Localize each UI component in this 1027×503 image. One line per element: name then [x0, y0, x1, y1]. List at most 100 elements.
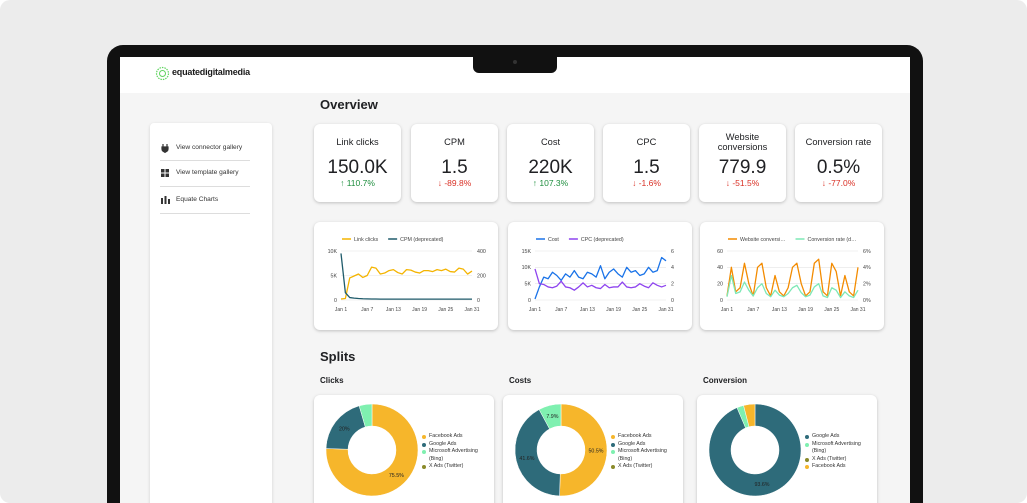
x-tick-label: Jan 25 [438, 307, 453, 313]
legend-label: CPC (deprecated) [581, 237, 624, 243]
y2-tick-label: 6% [863, 249, 871, 255]
kpi-value: 1.5 [441, 157, 468, 178]
y2-tick-label: 200 [477, 273, 486, 279]
y-tick-label: 0 [334, 298, 337, 304]
x-tick-label: Jan 31 [658, 307, 673, 313]
plug-icon [161, 144, 169, 153]
legend-dot [422, 435, 426, 439]
legend: Google Ads Microsoft Advertising (Bing) X … [805, 433, 871, 471]
line-chart: 0 20 40 60 0% 2% 4% 6% Jan 1 Jan 7 Jan 13 Jan 19 Jan… [717, 237, 871, 313]
divider [160, 186, 250, 187]
legend-dot [611, 442, 615, 447]
donut-chart: 50.5% 41.6% 7.9% [514, 403, 608, 497]
y-tick-label: 60 [717, 249, 723, 255]
line-chart-card: 0 20 40 60 0% 2% 4% 6% Jan 1 Jan 7 Jan 13 Jan 19 Jan… [700, 222, 884, 330]
slice-label: 20% [339, 426, 350, 432]
legend-dot [611, 450, 615, 455]
legend-label: Link clicks [354, 237, 378, 243]
kpi-card: Cost 220K ↑ 107.3% [507, 124, 594, 202]
y-tick-label: 40 [717, 265, 723, 271]
x-tick-label: Jan 25 [632, 307, 647, 313]
x-tick-label: Jan 19 [798, 307, 813, 313]
legend-label: X Ads (Twitter) [812, 455, 847, 462]
kpi-change: ↑ 110.7% [340, 178, 375, 188]
line-chart-card: 0 5K 10K 0 200 400 Jan 1 Jan 7 Jan 13 Jan 19 Jan 2… [314, 222, 498, 330]
legend-label: Google Ads [812, 433, 840, 439]
legend-label: Facebook Ads [618, 433, 652, 439]
legend-dot [805, 435, 809, 439]
line-chart: 0 5K 10K 15K 0 2 4 6 Jan 1 Jan 7 Jan 13 Jan 19 Jan 2… [522, 237, 674, 313]
y-tick-label: 20 [717, 281, 723, 287]
x-tick-label: Jan 19 [606, 307, 621, 313]
kpi-label: CPC [636, 137, 657, 147]
x-tick-label: Jan 1 [529, 307, 541, 313]
sidebar-item[interactable]: View connector gallery [176, 144, 243, 151]
legend-label: Microsoft Advertising (Bing) [429, 448, 478, 462]
x-tick-label: Jan 19 [412, 307, 427, 313]
kpi-card: Conversion rate 0.5% ↓ -77.0% [795, 124, 882, 202]
y-tick-label: 0 [528, 298, 531, 304]
donut-slice [538, 403, 562, 430]
x-tick-label: Jan 1 [335, 307, 347, 313]
legend: Facebook Ads Google Ads Microsoft Advertis… [422, 433, 488, 471]
series-line [726, 274, 859, 299]
y2-tick-label: 4 [671, 265, 674, 271]
line-chart: 0 5K 10K 0 200 400 Jan 1 Jan 7 Jan 13 Jan 19 Jan 2… [328, 237, 486, 313]
donut-slice [743, 403, 756, 428]
sidebar [150, 123, 272, 503]
x-tick-label: Jan 7 [361, 307, 373, 313]
section-title: Splits [320, 349, 356, 364]
kpi-change: ↓ -1.6% [632, 178, 661, 188]
legend-item: Google Ads [805, 433, 871, 441]
kpi-label: Website conversions [717, 132, 768, 152]
pie-chart-card: 93.6% Google Ads Microsoft Advertising (Bi… [697, 395, 877, 503]
kpi-card: CPC 1.5 ↓ -1.6% [603, 124, 690, 202]
legend-dot [611, 435, 615, 439]
kpi-value: 1.5 [633, 157, 660, 178]
divider [160, 213, 250, 214]
series-line [340, 266, 473, 300]
x-tick-label: Jan 13 [580, 307, 595, 313]
kpi-change: ↑ 107.3% [532, 178, 569, 188]
legend-item: Microsoft Advertising (Bing) [611, 448, 677, 463]
legend-label: Website conversi… [740, 237, 786, 243]
y-tick-label: 10K [328, 249, 338, 255]
sidebar-item[interactable]: Equate Charts [176, 196, 219, 203]
logo-text: equatedigitalmedia [172, 67, 250, 77]
legend-dot [422, 450, 426, 455]
sidebar-item[interactable]: View template gallery [176, 169, 239, 176]
legend-item: Google Ads [611, 441, 677, 449]
legend-label: X Ads (Twitter) [618, 463, 653, 470]
chart-icon [161, 196, 170, 204]
x-tick-label: Jan 31 [850, 307, 865, 313]
legend-label: Conversion rate (d… [808, 237, 857, 243]
divider [160, 160, 250, 161]
legend-label: Google Ads [618, 440, 646, 447]
chart-title: Conversion [703, 376, 748, 385]
kpi-value: 220K [528, 157, 573, 178]
legend-label: Facebook Ads [812, 463, 846, 470]
y-tick-label: 10K [522, 265, 532, 271]
series-line [534, 256, 667, 300]
legend-item: Google Ads [422, 441, 488, 449]
legend-item: X Ads (Twitter) [611, 463, 677, 471]
x-tick-label: Jan 7 [555, 307, 567, 313]
legend-item: X Ads (Twitter) [422, 463, 488, 471]
slice-label: 41.6% [519, 456, 534, 462]
x-tick-label: Jan 13 [386, 307, 401, 313]
legend-item: X Ads (Twitter) [805, 456, 871, 464]
kpi-label: CPM [444, 137, 465, 147]
legend-label: Microsoft Advertising (Bing) [812, 440, 861, 455]
legend-item: Facebook Ads [422, 433, 488, 441]
line-chart-card: 0 5K 10K 15K 0 2 4 6 Jan 1 Jan 7 Jan 13 Jan 19 Jan 2… [508, 222, 692, 330]
y-tick-label: 5K [331, 273, 338, 279]
legend-item: Microsoft Advertising (Bing) [422, 448, 488, 463]
x-tick-label: Jan 31 [464, 307, 479, 313]
kpi-change: ↓ -77.0% [821, 178, 856, 188]
y2-tick-label: 2% [863, 281, 871, 287]
y2-tick-label: 6 [671, 249, 674, 255]
y2-tick-label: 0 [477, 298, 480, 304]
kpi-label: Conversion rate [805, 137, 872, 147]
kpi-card: Link clicks 150.0K ↑ 110.7% [314, 124, 401, 202]
donut-slice [514, 409, 561, 497]
